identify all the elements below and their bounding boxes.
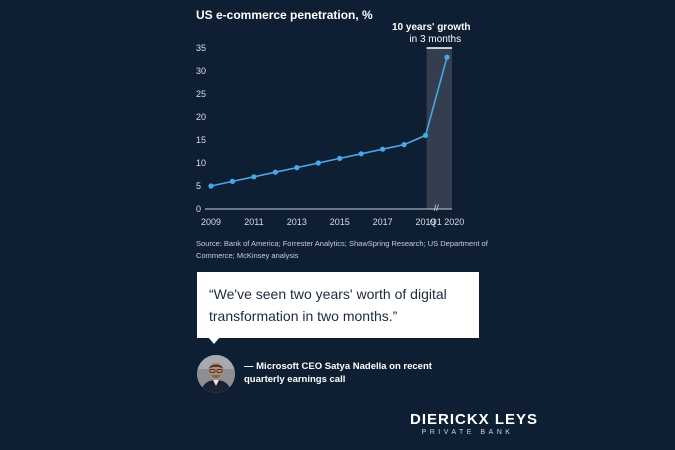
x-tick-label: Q1 2020	[430, 217, 465, 227]
y-tick-label: 25	[196, 89, 206, 99]
data-point	[358, 151, 364, 157]
y-tick-label: 35	[196, 43, 206, 53]
y-tick-label: 20	[196, 112, 206, 122]
x-tick-label: 2019	[416, 217, 436, 227]
y-tick-label: 10	[196, 158, 206, 168]
x-tick-label: 2015	[330, 217, 350, 227]
highlight-band	[426, 48, 452, 209]
data-point	[272, 169, 278, 175]
y-tick-label: 5	[196, 181, 201, 191]
axis-break-mark: //	[434, 203, 440, 213]
data-point	[401, 142, 407, 148]
y-tick-label: 15	[196, 135, 206, 145]
data-point	[444, 54, 450, 60]
data-point	[208, 183, 214, 189]
y-tick-label: 30	[196, 66, 206, 76]
highlight-label-line2: in 3 months	[409, 34, 461, 45]
x-tick-label: 2009	[201, 217, 221, 227]
chart-source-note: Source: Bank of America; Forrester Analy…	[196, 239, 488, 260]
series-line	[210, 56, 448, 187]
brand-tagline: PRIVATE BANK	[421, 429, 514, 436]
quote-box-pointer	[208, 337, 220, 344]
quote-box: “We've seen two years' worth of digital …	[197, 272, 479, 338]
brand-logo: DIERICKX LEYS PRIVATE BANK	[410, 411, 539, 436]
data-point	[422, 132, 429, 138]
data-point	[251, 174, 257, 180]
x-tick-label: 2013	[287, 217, 307, 227]
data-point	[337, 155, 343, 161]
x-tick-label: 2011	[244, 217, 263, 227]
brand-name: DIERICKX LEYS	[410, 411, 539, 428]
quote-text: “We've seen two years' worth of digital …	[209, 286, 447, 324]
y-tick-label: 0	[196, 204, 201, 214]
x-tick-label: 2017	[373, 217, 393, 227]
quote-attribution: — Microsoft CEO Satya Nadella on recent …	[244, 361, 432, 385]
data-point	[294, 165, 300, 171]
chart-title: US e-commerce penetration, %	[196, 8, 373, 22]
highlight-label-line1: 10 years' growth	[392, 22, 471, 33]
data-point	[229, 178, 236, 184]
data-point	[315, 160, 321, 166]
data-point	[380, 146, 386, 152]
person-photo-icon	[197, 355, 235, 393]
avatar	[197, 355, 235, 393]
